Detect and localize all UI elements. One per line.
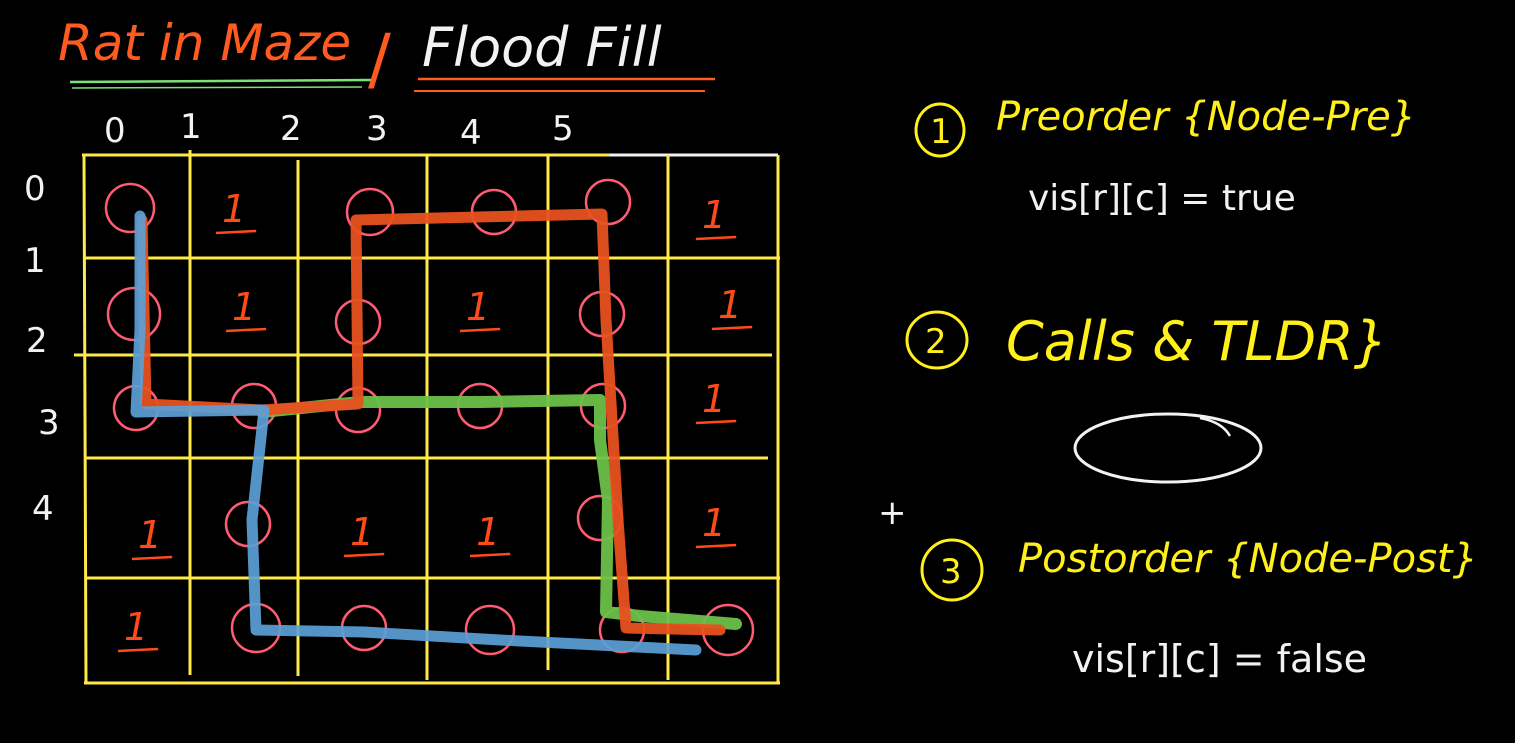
step3-number: 3 (940, 552, 962, 592)
title-left-underline-2 (71, 86, 363, 89)
col-index-2: 2 (280, 109, 302, 149)
cell-one-underline (117, 647, 159, 653)
cell-one-underline (459, 327, 501, 333)
row-index-3: 3 (38, 403, 60, 443)
cell-open-r0-c3 (345, 187, 395, 237)
step1-number: 1 (930, 112, 952, 152)
cell-blocked-r3-c0: 1 (138, 513, 162, 557)
step2-text: Calls & TLDR} (1006, 310, 1388, 373)
stack-oval-tick (1199, 416, 1232, 437)
row-index-0: 0 (24, 169, 46, 209)
step1-code: vis[r][c] = true (1028, 178, 1296, 219)
cell-one-underline (695, 235, 737, 241)
step3-text: Postorder {Node-Post} (1018, 536, 1478, 582)
row-index-2: 2 (26, 321, 48, 361)
cell-one-underline (469, 552, 511, 558)
step1-text: Preorder {Node-Pre} (996, 94, 1416, 140)
cell-blocked-r1-c6: 1 (718, 283, 742, 327)
cell-blocked-r1-c1: 1 (232, 285, 256, 329)
cell-blocked-r1-c4: 1 (466, 285, 490, 329)
cell-blocked-r3-c3: 1 (350, 510, 374, 554)
cell-blocked-r0-c6: 1 (702, 193, 726, 237)
column-indices: 0 1 2 3 4 5 (104, 107, 574, 153)
maze-grid (74, 150, 780, 685)
cell-blocked-r3-c4: 1 (476, 510, 500, 554)
step2-number-circle (905, 310, 969, 370)
col-index-1: 1 (180, 107, 202, 147)
cell-one-underline (225, 327, 267, 333)
cell-one-underline (695, 543, 737, 549)
path-orange (136, 208, 726, 636)
step3-code: vis[r][c] = false (1072, 637, 1367, 681)
cell-one-underline (215, 229, 257, 235)
step1-number-circle (914, 102, 966, 158)
cell-open-r1-c0 (106, 286, 162, 342)
title-group: Rat in Maze / Flood Fill (58, 14, 715, 99)
col-index-5: 5 (552, 109, 574, 149)
maze-paths (130, 208, 742, 656)
cell-blocked-r0-c1: 1 (222, 187, 246, 231)
grid-v-0 (82, 154, 88, 684)
notes-panel: 1 Preorder {Node-Pre} vis[r][c] = true 2… (878, 94, 1478, 681)
cell-open-r0-c0 (104, 182, 156, 234)
row-indices: 0 1 2 3 4 (24, 169, 60, 529)
col-index-3: 3 (366, 109, 388, 149)
cell-open-r4-c4 (464, 604, 516, 656)
cell-blocked-r2-c6: 1 (702, 377, 726, 421)
step2-number: 2 (925, 322, 947, 362)
cell-one-underline (711, 325, 753, 331)
cursor-crosshair-icon: + (878, 493, 907, 533)
path-blue (130, 210, 702, 656)
title-left-underline (69, 78, 373, 84)
cell-one-underline (343, 552, 385, 558)
title-rat-in-maze: Rat in Maze (58, 14, 351, 72)
col-index-4: 4 (460, 113, 482, 153)
cell-one-underline (695, 419, 737, 425)
row-index-4: 4 (32, 489, 54, 529)
maze-cells: 1 1 1 1 1 1 1 1 1 1 1 (104, 178, 755, 657)
title-slash: / (368, 20, 391, 99)
cell-blocked-r4-c0: 1 (124, 605, 148, 649)
stack-oval (1073, 412, 1263, 484)
title-flood-fill: Flood Fill (422, 16, 662, 79)
col-index-0: 0 (104, 111, 126, 151)
cell-open-r0-c5 (584, 178, 632, 226)
step3-number-circle (920, 538, 984, 602)
cell-blocked-r3-c6: 1 (702, 501, 726, 545)
row-index-1: 1 (24, 241, 46, 281)
cell-one-underline (131, 555, 173, 561)
